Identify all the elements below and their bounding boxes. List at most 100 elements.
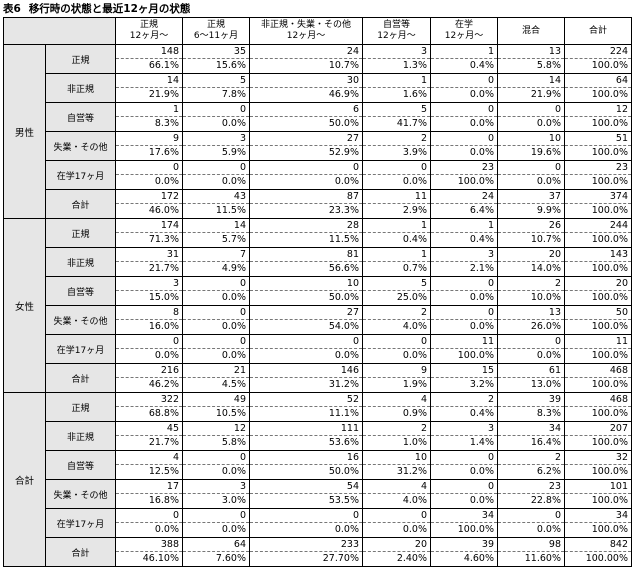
column-header-line: 在学 (454, 20, 473, 30)
count-cell: 374 (564, 189, 632, 204)
count-cell: 174 (115, 218, 183, 233)
percent-cell: 0.0% (497, 522, 565, 538)
count-cell: 23 (430, 160, 498, 175)
table-row-count: 男性 正規 148 35 24 3 1 13 224 (3, 44, 632, 219)
column-header-line: 混合 (521, 25, 540, 36)
count-cell: 8 (115, 305, 183, 320)
percent-cell: 14.0% (497, 261, 565, 277)
percent-cell: 23.3% (249, 203, 363, 219)
percent-cell: 0.0% (430, 464, 498, 480)
percent-cell: 66.1% (115, 58, 183, 74)
count-cell: 224 (564, 44, 632, 59)
percent-cell: 100.0% (564, 493, 632, 509)
percent-cell: 16.0% (115, 319, 183, 335)
count-cell: 3 (430, 247, 498, 262)
table-row-percent: 16.8% 3.0% 53.5% 4.0% 0.0% 22.8% 100.0% (4, 493, 632, 509)
count-cell: 51 (564, 131, 632, 146)
percent-cell: 0.7% (362, 261, 431, 277)
column-header-line: 非正規・失業・その他 (260, 20, 351, 30)
table-title: 表6 移行時の状態と最近12ヶ月の状態 (3, 2, 190, 16)
count-cell: 13 (497, 305, 565, 320)
count-cell: 1 (430, 218, 498, 233)
count-cell: 0 (497, 102, 565, 117)
count-cell: 32 (564, 450, 632, 465)
percent-cell: 100.0% (564, 174, 632, 190)
table-row-count: 自営等 3 0 10 5 0 2 20 (4, 276, 632, 306)
count-cell: 0 (182, 102, 250, 117)
percent-cell: 1.9% (362, 377, 431, 393)
count-cell: 14 (497, 73, 565, 88)
percent-cell: 21.7% (115, 261, 183, 277)
count-cell: 0 (115, 160, 183, 175)
percent-cell: 100.0% (564, 232, 632, 248)
count-cell: 98 (497, 537, 565, 552)
percent-cell: 100.0% (430, 174, 498, 190)
column-header-line: 12ヶ月〜 (286, 31, 326, 41)
count-cell: 16 (249, 450, 363, 465)
count-cell: 111 (249, 421, 363, 436)
percent-cell: 0.0% (182, 116, 250, 132)
percent-cell: 6.2% (497, 464, 565, 480)
count-cell: 49 (182, 392, 250, 407)
count-cell: 12 (182, 421, 250, 436)
table-row-count: 女性 正規 174 14 28 1 1 26 244 (3, 218, 632, 393)
percent-cell: 11.60% (497, 551, 565, 567)
percent-cell: 2.9% (362, 203, 431, 219)
percent-cell: 3.0% (182, 493, 250, 509)
percent-cell: 0.0% (430, 319, 498, 335)
percent-cell: 100.0% (564, 58, 632, 74)
percent-cell: 46.0% (115, 203, 183, 219)
count-cell: 64 (564, 73, 632, 88)
table-row-count: 自営等 4 0 16 10 0 2 32 (4, 450, 632, 480)
percent-cell: 0.4% (362, 232, 431, 248)
percent-cell: 100.0% (564, 116, 632, 132)
column-header-line: 12ヶ月〜 (129, 31, 169, 41)
percent-cell: 27.70% (249, 551, 363, 567)
count-cell: 468 (564, 392, 632, 407)
table-row-percent: 16.0% 0.0% 54.0% 4.0% 0.0% 26.0% 100.0% (4, 319, 632, 335)
count-cell: 9 (115, 131, 183, 146)
count-cell: 0 (182, 450, 250, 465)
percent-cell: 11.1% (249, 406, 363, 422)
count-cell: 4 (115, 450, 183, 465)
percent-cell: 100.0% (564, 290, 632, 306)
percent-cell: 4.0% (362, 319, 431, 335)
column-header: 混合 (497, 17, 565, 45)
table-row-count: 合計 388 64 233 20 39 98 842 (4, 537, 632, 567)
percent-cell: 0.0% (115, 174, 183, 190)
table-row-percent: 46.0% 11.5% 23.3% 2.9% 6.4% 9.9% 100.0% (4, 203, 632, 219)
percent-cell: 9.9% (497, 203, 565, 219)
row-label: 非正規 (45, 421, 116, 451)
percent-cell: 0.0% (430, 145, 498, 161)
percent-cell: 100.0% (430, 348, 498, 364)
percent-cell: 100.0% (564, 319, 632, 335)
count-cell: 3 (362, 44, 431, 59)
count-cell: 87 (249, 189, 363, 204)
count-cell: 26 (497, 218, 565, 233)
percent-cell: 2.1% (430, 261, 498, 277)
count-cell: 0 (182, 334, 250, 349)
count-cell: 13 (497, 44, 565, 59)
percent-cell: 0.0% (249, 522, 363, 538)
count-cell: 216 (115, 363, 183, 378)
percent-cell: 0.0% (497, 116, 565, 132)
group-label: 男性 (3, 44, 46, 219)
count-cell: 0 (430, 479, 498, 494)
percent-cell: 12.5% (115, 464, 183, 480)
count-cell: 3 (182, 479, 250, 494)
count-cell: 11 (564, 334, 632, 349)
percent-cell: 100.00% (564, 551, 632, 567)
table-row-count: 在学17ヶ月 0 0 0 0 23 0 23 (4, 160, 632, 190)
count-cell: 5 (362, 276, 431, 291)
percent-cell: 22.8% (497, 493, 565, 509)
count-cell: 148 (115, 44, 183, 59)
count-cell: 21 (182, 363, 250, 378)
table-row-count: 非正規 31 7 81 1 3 20 143 (4, 247, 632, 277)
count-cell: 3 (430, 421, 498, 436)
percent-cell: 0.4% (430, 232, 498, 248)
percent-cell: 100.0% (564, 87, 632, 103)
row-label: 在学17ヶ月 (45, 508, 116, 538)
count-cell: 6 (249, 102, 363, 117)
percent-cell: 0.0% (430, 290, 498, 306)
count-cell: 468 (564, 363, 632, 378)
